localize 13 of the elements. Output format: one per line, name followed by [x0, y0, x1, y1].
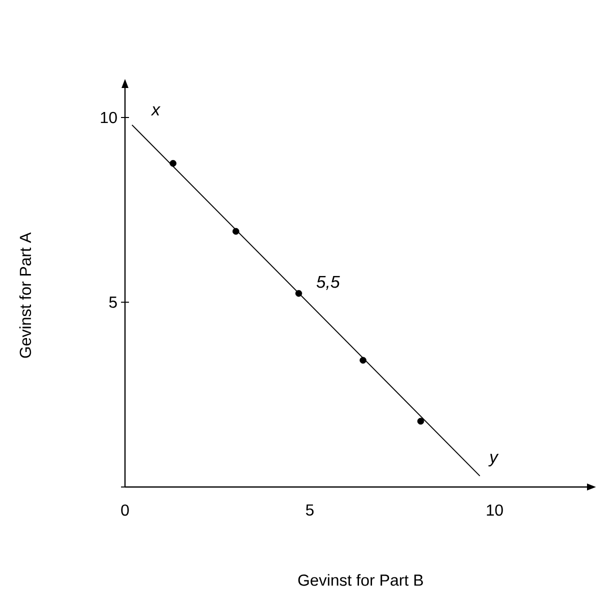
x-tick-label: 10	[486, 504, 503, 516]
annotation: y	[488, 454, 499, 466]
point	[295, 290, 302, 297]
point	[232, 228, 240, 235]
y-axis-title: Gevinst for Part A	[19, 232, 32, 358]
annotation: x	[150, 106, 161, 116]
x-tick-label: 5	[306, 504, 314, 516]
x-axis-title: Gevinst for Part B	[298, 574, 423, 586]
x-tick-label: 0	[121, 504, 129, 516]
annotation: 5,5	[316, 276, 340, 290]
point	[417, 418, 424, 425]
point	[360, 356, 366, 364]
point	[170, 160, 176, 167]
